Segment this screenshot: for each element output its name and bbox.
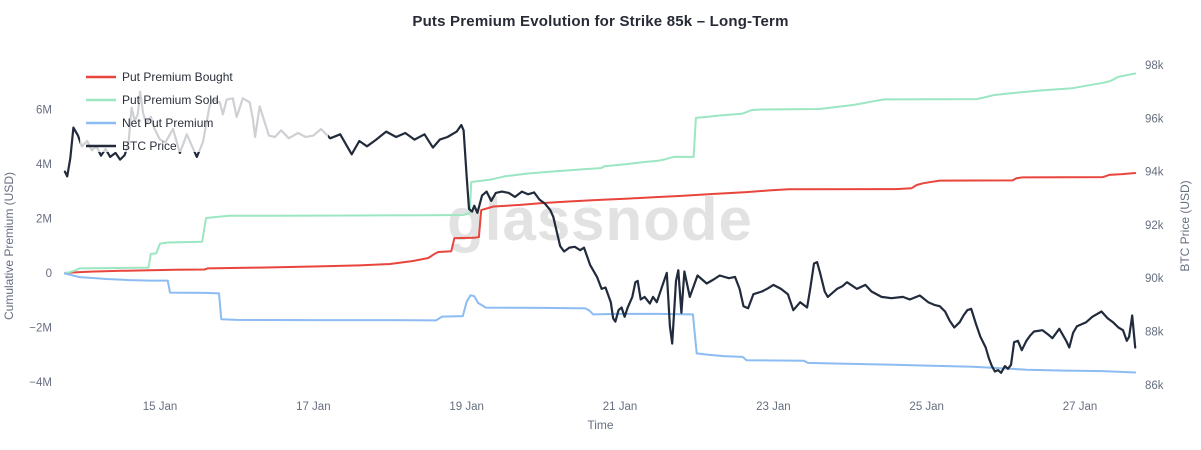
series-line-net-put-premium[interactable] — [63, 272, 1137, 374]
y-right-tick-label: 92k — [1145, 220, 1164, 232]
x-tick-label: 19 Jan — [449, 401, 484, 413]
legend-label: Net Put Premium — [122, 116, 213, 130]
y-left-tick-label: 4M — [36, 159, 52, 171]
series-line-put-premium-sold[interactable] — [63, 72, 1137, 274]
y-right-tick-label: 88k — [1145, 327, 1164, 339]
legend-item-net-put-premium[interactable]: Net Put Premium — [86, 116, 213, 130]
y-left-tick-label: −4M — [29, 377, 52, 389]
legend-item-put-premium-bought[interactable]: Put Premium Bought — [86, 70, 233, 84]
legend-background — [80, 63, 328, 152]
y-left-axis-title: Cumulative Premium (USD) — [2, 171, 16, 321]
legend-label: BTC Price — [122, 139, 177, 153]
y-right-tick-label: 96k — [1145, 113, 1164, 125]
watermark: glassnode — [447, 186, 753, 253]
y-right-tick-label: 86k — [1145, 380, 1164, 392]
legend-item-btc-price[interactable]: BTC Price — [86, 139, 177, 153]
x-tick-label: 23 Jan — [756, 401, 791, 413]
y-right-axis-title: BTC Price (USD) — [1178, 180, 1192, 272]
x-tick-label: 27 Jan — [1063, 401, 1098, 413]
y-left-tick-label: 6M — [36, 105, 52, 117]
y-right-tick-label: 94k — [1145, 167, 1164, 179]
chart-title: Puts Premium Evolution for Strike 85k – … — [412, 13, 789, 30]
y-left-tick-label: −2M — [29, 323, 52, 335]
legend-item-put-premium-sold[interactable]: Put Premium Sold — [86, 93, 219, 107]
x-axis-title: Time — [587, 418, 614, 432]
legend-label: Put Premium Sold — [122, 93, 219, 107]
x-tick-label: 17 Jan — [296, 401, 331, 413]
x-tick-label: 21 Jan — [603, 401, 638, 413]
y-right-tick-label: 90k — [1145, 273, 1164, 285]
series-line-put-premium-bought[interactable] — [63, 172, 1137, 274]
x-tick-label: 25 Jan — [909, 401, 944, 413]
y-left-tick-label: 0 — [46, 268, 52, 280]
legend-label: Put Premium Bought — [122, 70, 233, 84]
x-tick-label: 15 Jan — [143, 401, 178, 413]
y-left-tick-label: 2M — [36, 214, 52, 226]
y-right-tick-label: 98k — [1145, 60, 1164, 72]
